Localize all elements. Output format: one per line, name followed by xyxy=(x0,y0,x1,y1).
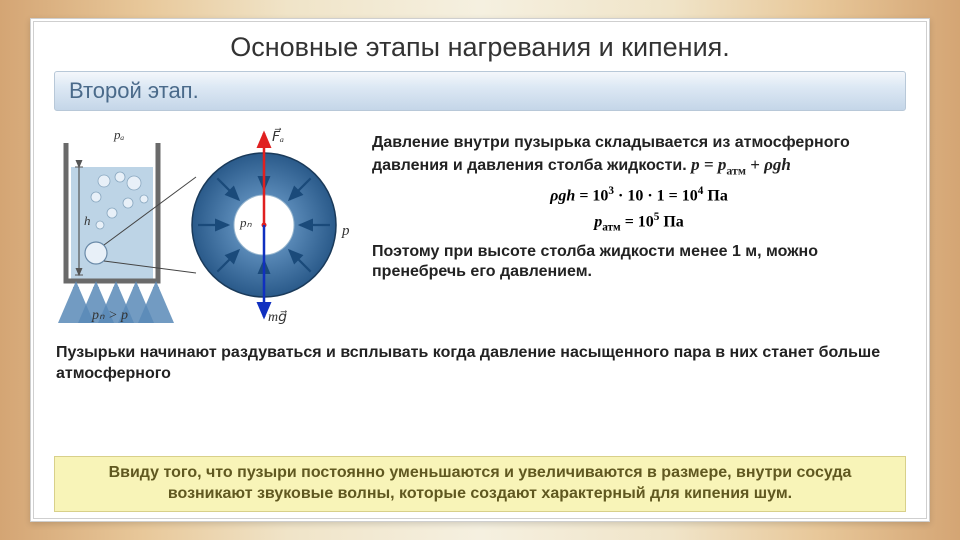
formula-rho-g-h: ρgh = 103 · 10 · 1 = 104 Па xyxy=(372,185,906,205)
slide-outer-frame: Основные этапы нагревания и кипения. Вто… xyxy=(30,18,930,522)
stage-subtitle-bar: Второй этап. xyxy=(54,71,906,111)
svg-text:pₐ: pₐ xyxy=(113,127,125,142)
bubble-rise-note: Пузырьки начинают раздуваться и всплыват… xyxy=(54,343,906,385)
main-content-row: h pₐ pₙ > p pₙ p F⃗ₐ mg⃗ Давление внутри пузыр… xyxy=(54,125,906,335)
svg-text:pₙ > p: pₙ > p xyxy=(91,308,128,323)
formula-total-pressure: p = pатм + ρgh xyxy=(691,155,791,174)
svg-text:p: p xyxy=(341,223,350,239)
svg-text:pₙ: pₙ xyxy=(239,215,253,230)
sound-wave-footer: Ввиду того, что пузыри постоянно уменьша… xyxy=(54,456,906,512)
diagram-column: h pₐ pₙ > p pₙ p F⃗ₐ mg⃗ xyxy=(54,125,354,335)
text-column: Давление внутри пузырька складывается из… xyxy=(372,125,906,283)
svg-text:F⃗ₐ: F⃗ₐ xyxy=(272,127,284,145)
slide-inner-frame: Основные этапы нагревания и кипения. Вто… xyxy=(33,21,927,519)
pressure-description: Давление внутри пузырька складывается из… xyxy=(372,133,906,179)
slide-title: Основные этапы нагревания и кипения. xyxy=(54,32,906,63)
neglect-pressure-note: Поэтому при высоте столба жидкости менее… xyxy=(372,242,906,284)
svg-text:mg⃗: mg⃗ xyxy=(268,310,287,325)
boiling-diagram: h pₐ pₙ > p pₙ p F⃗ₐ mg⃗ xyxy=(54,125,354,335)
formula-p-atm: pатм = 105 Па xyxy=(372,211,906,234)
svg-text:h: h xyxy=(84,213,91,228)
